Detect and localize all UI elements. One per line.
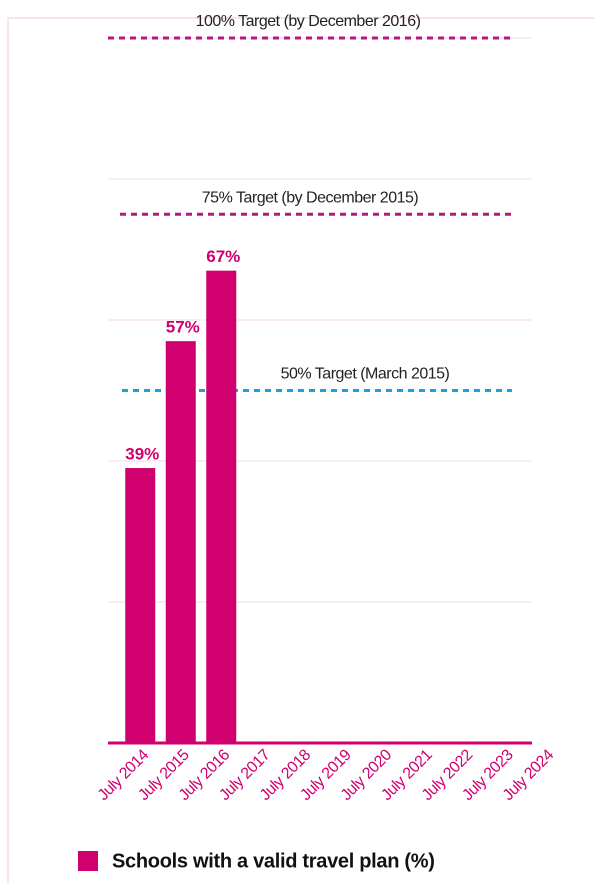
bar — [206, 270, 237, 743]
data-label: 67% — [206, 247, 240, 266]
data-label: 57% — [166, 318, 200, 337]
data-label: 39% — [125, 445, 159, 464]
bar — [125, 468, 156, 743]
frame — [7, 17, 595, 884]
target-label: 100% Target (by December 2016) — [196, 13, 421, 30]
legend-swatch — [78, 851, 98, 871]
target-label: 50% Target (March 2015) — [281, 366, 450, 383]
target-label: 75% Target (by December 2015) — [202, 189, 419, 206]
legend-label: Schools with a valid travel plan (%) — [112, 850, 435, 872]
bar — [165, 341, 196, 743]
